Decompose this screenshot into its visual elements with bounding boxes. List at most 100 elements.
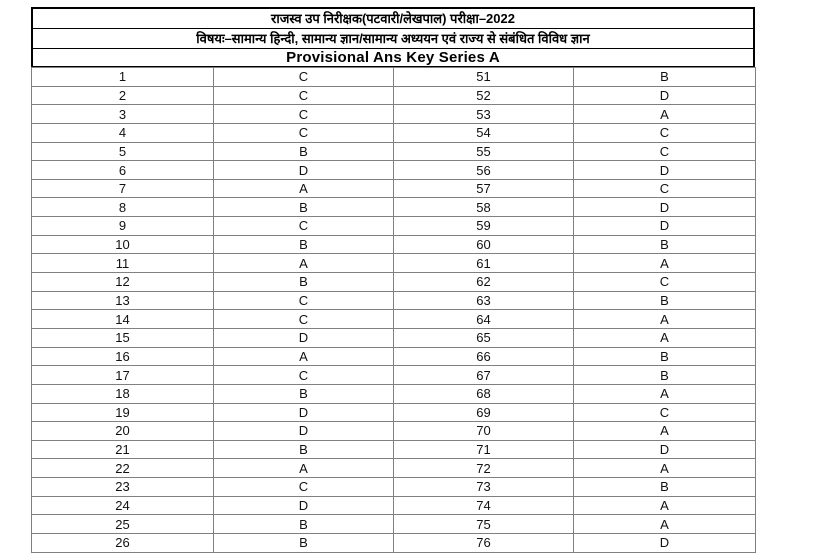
question-number-cell: 72: [393, 458, 574, 479]
answer-table: 1 C 51 B 2 C 52 D 3 C 53 A 4 C 54 C 5 B 55 C 6 D 56 D 7 A 57 C 8 B 58 D…: [31, 67, 756, 553]
question-number-cell: 51: [393, 67, 574, 87]
table-row: 25 B 75 A: [31, 514, 756, 535]
question-number-cell: 58: [393, 197, 574, 218]
question-number-cell: 61: [393, 253, 574, 274]
answer-cell: B: [573, 477, 756, 497]
question-number-cell: 64: [393, 309, 574, 329]
table-row: 23 C 73 B: [31, 477, 756, 497]
table-row: 3 C 53 A: [31, 104, 756, 124]
series-title: Provisional Ans Key Series A: [286, 49, 500, 66]
question-number-cell: 1: [31, 67, 214, 87]
question-number-cell: 3: [31, 104, 214, 124]
table-row: 12 B 62 C: [31, 272, 756, 292]
answer-cell: D: [213, 495, 394, 516]
answer-cell: A: [213, 178, 394, 199]
question-number-cell: 76: [393, 533, 574, 553]
answer-cell: A: [573, 327, 756, 348]
table-row: 2 C 52 D: [31, 85, 756, 106]
answer-cell: A: [573, 104, 756, 124]
answer-cell: C: [573, 402, 756, 423]
table-row: 5 B 55 C: [31, 141, 756, 162]
question-number-cell: 13: [31, 290, 214, 311]
answer-cell: B: [573, 234, 756, 255]
question-number-cell: 5: [31, 141, 214, 162]
question-number-cell: 67: [393, 365, 574, 385]
answer-cell: A: [573, 495, 756, 516]
question-number-cell: 21: [31, 439, 214, 460]
answer-cell: C: [213, 104, 394, 124]
answer-cell: C: [573, 178, 756, 199]
question-number-cell: 69: [393, 402, 574, 423]
table-row: 16 A 66 B: [31, 346, 756, 367]
table-row: 11 A 61 A: [31, 253, 756, 274]
question-number-cell: 25: [31, 514, 214, 535]
question-number-cell: 20: [31, 421, 214, 441]
answer-cell: C: [213, 290, 394, 311]
answer-cell: C: [213, 67, 394, 87]
table-row: 1 C 51 B: [31, 67, 756, 87]
answer-cell: A: [573, 383, 756, 404]
answer-cell: D: [213, 160, 394, 180]
question-number-cell: 12: [31, 272, 214, 292]
answer-cell: B: [573, 290, 756, 311]
question-number-cell: 14: [31, 309, 214, 329]
question-number-cell: 56: [393, 160, 574, 180]
answer-cell: D: [573, 439, 756, 460]
question-number-cell: 9: [31, 216, 214, 236]
answer-cell: A: [213, 346, 394, 367]
question-number-cell: 54: [393, 122, 574, 143]
question-number-cell: 70: [393, 421, 574, 441]
answer-cell: B: [213, 272, 394, 292]
table-row: 21 B 71 D: [31, 439, 756, 460]
answer-cell: C: [213, 309, 394, 329]
question-number-cell: 4: [31, 122, 214, 143]
table-row: 19 D 69 C: [31, 402, 756, 423]
answer-cell: D: [213, 421, 394, 441]
answer-cell: A: [573, 458, 756, 479]
question-number-cell: 7: [31, 178, 214, 199]
answer-cell: B: [573, 365, 756, 385]
answer-cell: B: [213, 439, 394, 460]
table-row: 17 C 67 B: [31, 365, 756, 385]
answer-cell: C: [213, 216, 394, 236]
question-number-cell: 18: [31, 383, 214, 404]
question-number-cell: 55: [393, 141, 574, 162]
answer-cell: B: [573, 67, 756, 87]
answer-cell: C: [573, 272, 756, 292]
answer-cell: D: [213, 327, 394, 348]
answer-table-body: 1 C 51 B 2 C 52 D 3 C 53 A 4 C 54 C 5 B 55 C 6 D 56 D 7 A 57 C 8 B 58 D…: [31, 67, 756, 553]
question-number-cell: 11: [31, 253, 214, 274]
question-number-cell: 74: [393, 495, 574, 516]
question-number-cell: 24: [31, 495, 214, 516]
question-number-cell: 2: [31, 85, 214, 106]
question-number-cell: 16: [31, 346, 214, 367]
table-row: 13 C 63 B: [31, 290, 756, 311]
question-number-cell: 52: [393, 85, 574, 106]
answer-cell: A: [213, 253, 394, 274]
question-number-cell: 8: [31, 197, 214, 218]
table-row: 26 B 76 D: [31, 533, 756, 553]
table-row: 9 C 59 D: [31, 216, 756, 236]
table-row: 10 B 60 B: [31, 234, 756, 255]
question-number-cell: 53: [393, 104, 574, 124]
answer-cell: B: [213, 533, 394, 553]
table-row: 14 C 64 A: [31, 309, 756, 329]
answer-cell: C: [213, 85, 394, 106]
answer-cell: D: [213, 402, 394, 423]
answer-cell: D: [573, 216, 756, 236]
question-number-cell: 26: [31, 533, 214, 553]
question-number-cell: 17: [31, 365, 214, 385]
answer-cell: B: [213, 383, 394, 404]
question-number-cell: 22: [31, 458, 214, 479]
question-number-cell: 6: [31, 160, 214, 180]
answer-cell: A: [213, 458, 394, 479]
table-row: 20 D 70 A: [31, 421, 756, 441]
table-row: 7 A 57 C: [31, 178, 756, 199]
question-number-cell: 71: [393, 439, 574, 460]
answer-cell: D: [573, 197, 756, 218]
question-number-cell: 57: [393, 178, 574, 199]
question-number-cell: 63: [393, 290, 574, 311]
question-number-cell: 62: [393, 272, 574, 292]
question-number-cell: 73: [393, 477, 574, 497]
